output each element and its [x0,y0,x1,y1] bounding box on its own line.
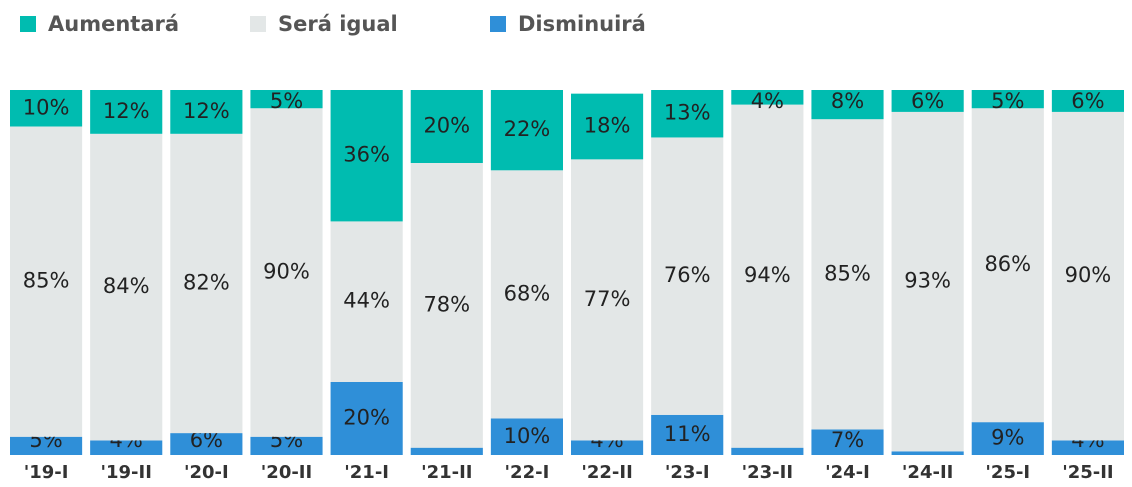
value-label: 5% [270,89,303,113]
x-tick-label: '21-II [421,462,472,483]
value-label: 7% [831,428,864,452]
bar-segment [490,418,563,455]
bar-segment [10,90,83,127]
value-label: 20% [423,114,470,138]
bar-segment [250,90,323,109]
bar-segment [410,163,483,448]
value-label: 18% [584,114,631,138]
bar-segment [571,440,644,455]
value-label: 13% [664,101,711,125]
legend-swatch [490,16,506,32]
bar-segment [10,436,83,455]
bar-segment [651,414,724,455]
value-label: 90% [263,260,310,284]
legend-label: Será igual [278,12,398,36]
bar-segment [490,90,563,171]
bar-segment [90,133,163,441]
value-label: 6% [1071,89,1104,113]
value-label: 94% [744,263,791,287]
bar-segment [170,90,243,134]
value-label: 85% [824,261,871,285]
bar-segment [651,90,724,138]
value-label: 90% [1065,263,1112,287]
bar-segment [651,137,724,415]
x-tick-label: '21-I [344,462,389,483]
value-label: 36% [343,143,390,167]
bar-segment [731,447,804,455]
bar-segment [10,126,83,437]
value-label: 82% [183,270,230,294]
value-label: 12% [183,99,230,123]
x-tick-label: '25-I [985,462,1030,483]
value-label: 6% [911,89,944,113]
value-label: 8% [831,89,864,113]
value-label: 10% [23,95,70,119]
bar-segment [1051,90,1124,112]
value-label: 20% [343,406,390,430]
bar-segment [891,111,964,452]
bar-segment [90,90,163,134]
value-label: 5% [991,89,1024,113]
x-tick-label: '22-I [505,462,550,483]
bar-segment [731,90,804,105]
bar-segment [330,382,403,455]
bar-segment [571,93,644,160]
x-tick-label: '19-I [24,462,69,483]
x-tick-label: '23-II [742,462,793,483]
bar-segment [891,90,964,112]
value-label: 44% [343,289,390,313]
legend-label: Disminuirá [518,12,646,36]
x-tick-label: '24-II [902,462,953,483]
bar-segment [1051,111,1124,441]
bar-segment [410,447,483,455]
bar-segment [811,119,884,430]
bar-segment [250,108,323,437]
x-tick-label: '20-I [184,462,229,483]
value-label: 12% [103,99,150,123]
bar-segment [811,90,884,120]
bar-segment [971,90,1044,109]
x-tick-label: '19-II [100,462,151,483]
value-label: 68% [504,281,551,305]
bar-segment [891,451,964,455]
value-label: 76% [664,263,711,287]
value-label: 4% [751,89,784,113]
legend-label: Aumentará [48,12,179,36]
x-tick-label: '22-II [581,462,632,483]
bar-segment [90,440,163,455]
bar-segment [170,433,243,455]
bar-segment [410,90,483,163]
x-tick-label: '20-II [261,462,312,483]
bar-segment [250,436,323,455]
legend-swatch [20,16,36,32]
bar-segment [571,159,644,441]
bar-segment [330,221,403,382]
value-label: 86% [984,252,1031,276]
value-label: 93% [904,269,951,293]
x-tick-label: '24-I [825,462,870,483]
bar-segment [490,170,563,419]
legend-swatch [250,16,266,32]
value-label: 22% [504,117,551,141]
bar-segment [731,104,804,448]
x-tick-label: '23-I [665,462,710,483]
value-label: 77% [584,287,631,311]
bar-segment [971,108,1044,423]
bar-segment [330,90,403,222]
value-label: 85% [23,269,70,293]
value-label: 11% [664,422,711,446]
x-tick-label: '25-II [1062,462,1113,483]
value-label: 9% [991,426,1024,450]
value-label: 10% [504,424,551,448]
value-label: 84% [103,274,150,298]
value-label: 78% [423,292,470,316]
bar-segment [170,133,243,434]
bar-segment [971,422,1044,455]
bar-segment [811,429,884,455]
bar-segment [1051,440,1124,455]
